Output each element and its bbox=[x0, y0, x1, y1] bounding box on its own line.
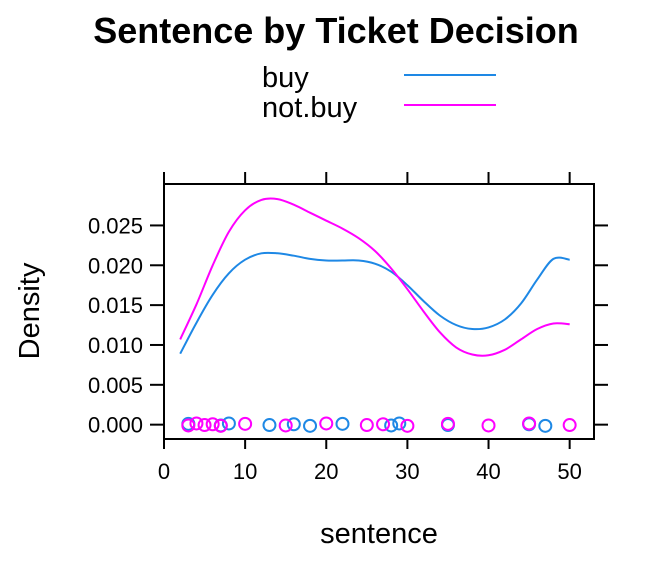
rug-point-buy bbox=[286, 417, 301, 432]
y-axis-right bbox=[594, 224, 608, 426]
x-tick-label-10: 10 bbox=[233, 459, 257, 484]
rug-point-not-buy bbox=[189, 416, 204, 431]
rug-point-buy bbox=[335, 416, 350, 431]
rug-point-not-buy bbox=[440, 416, 455, 431]
y-tick-label-3: 0.015 bbox=[88, 293, 143, 318]
rug-point-buy bbox=[262, 418, 277, 433]
rug-point-not-buy bbox=[197, 418, 212, 433]
rug-points bbox=[181, 416, 577, 433]
y-tick-label-5: 0.025 bbox=[88, 213, 143, 238]
density-line-buy bbox=[179, 251, 570, 355]
x-tick-label-50: 50 bbox=[557, 459, 581, 484]
x-tick-label-0: 0 bbox=[158, 459, 170, 484]
x-tick-label-20: 20 bbox=[314, 459, 338, 484]
rug-point-buy bbox=[392, 416, 407, 431]
chart-title: Sentence by Ticket Decision bbox=[93, 10, 579, 51]
rug-point-not-buy bbox=[562, 418, 577, 433]
y-axis-label: Density bbox=[14, 262, 46, 359]
y-tick-label-2: 0.010 bbox=[88, 333, 143, 358]
x-tick-label-40: 40 bbox=[476, 459, 500, 484]
rug-point-not-buy bbox=[376, 417, 391, 432]
x-axis-top bbox=[163, 172, 571, 184]
rug-point-not-buy bbox=[213, 418, 228, 433]
rug-point-not-buy bbox=[278, 418, 293, 433]
rug-point-not-buy bbox=[181, 418, 196, 433]
y-axis-left: 0.000 0.005 0.010 0.015 0.020 0.025 bbox=[88, 213, 164, 438]
x-axis-bottom: 0 10 20 30 40 50 bbox=[158, 439, 582, 484]
legend-label-buy: buy bbox=[262, 62, 309, 94]
legend: buy not.buy bbox=[262, 62, 496, 124]
rug-point-not-buy bbox=[238, 416, 253, 431]
rug-point-not-buy bbox=[400, 418, 415, 433]
y-tick-label-1: 0.005 bbox=[88, 373, 143, 398]
rug-point-buy bbox=[384, 418, 399, 433]
y-tick-label-4: 0.020 bbox=[88, 253, 143, 278]
rug-point-buy bbox=[221, 416, 236, 431]
plot-frame bbox=[163, 183, 595, 440]
rug-point-not-buy bbox=[319, 416, 334, 431]
rug-point-not-buy bbox=[481, 418, 496, 433]
legend-label-not-buy: not.buy bbox=[262, 92, 358, 124]
series-lines bbox=[179, 197, 570, 357]
rug-point-not-buy bbox=[359, 418, 374, 433]
density-line-not-buy bbox=[179, 197, 570, 357]
x-axis-label: sentence bbox=[320, 518, 438, 550]
rug-point-not-buy bbox=[522, 416, 537, 431]
rug-point-not-buy bbox=[205, 417, 220, 432]
x-tick-label-30: 30 bbox=[395, 459, 419, 484]
rug-point-buy bbox=[303, 418, 318, 433]
y-tick-label-0: 0.000 bbox=[88, 413, 143, 438]
rug-point-buy bbox=[538, 418, 553, 433]
